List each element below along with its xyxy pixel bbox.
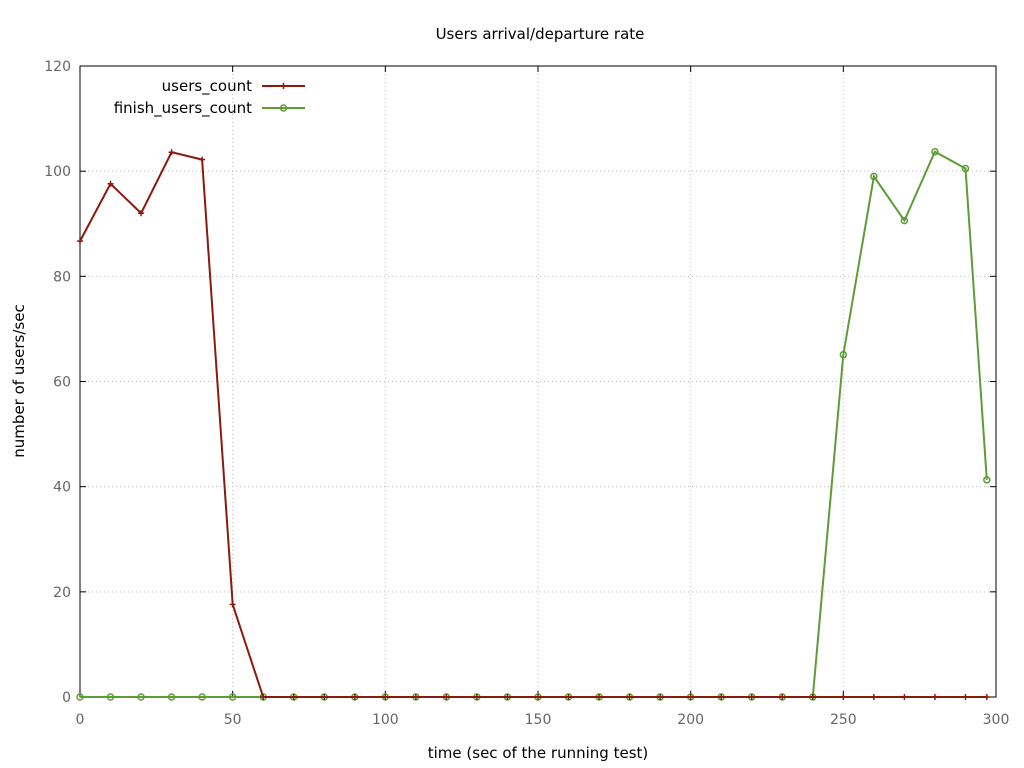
- legend: users_count finish_users_count: [114, 77, 305, 118]
- data-point: [76, 693, 84, 701]
- data-point: [138, 210, 145, 217]
- x-tick-label: 50: [224, 712, 242, 728]
- series-line: [80, 150, 988, 698]
- data-point: [900, 216, 909, 225]
- data-point: [228, 693, 237, 701]
- data-point: [168, 149, 175, 156]
- data-point: [198, 693, 206, 701]
- data-point: [77, 238, 83, 245]
- legend-marker: [279, 104, 288, 112]
- data-point: [565, 694, 572, 700]
- data-point: [106, 693, 115, 701]
- legend-label: users_count: [162, 77, 252, 96]
- data-point: [748, 694, 755, 700]
- series-layer: [76, 147, 991, 701]
- data-point: [626, 694, 633, 700]
- data-point: [657, 694, 664, 700]
- x-axis-title: time (sec of the running test): [428, 744, 649, 762]
- x-tick-label: 0: [76, 712, 85, 728]
- data-point: [687, 694, 694, 700]
- chart-title: Users arrival/departure rate: [436, 25, 645, 43]
- data-point: [983, 694, 990, 700]
- data-point: [596, 694, 603, 700]
- data-point: [321, 694, 328, 700]
- data-point: [901, 694, 908, 700]
- data-point: [779, 694, 786, 700]
- y-tick-label: 60: [53, 375, 71, 391]
- data-point: [137, 693, 145, 701]
- y-tick-label: 120: [44, 59, 71, 75]
- data-point: [961, 164, 970, 173]
- legend-label: finish_users_count: [114, 99, 252, 118]
- y-tick-label: 80: [53, 269, 71, 285]
- data-point: [931, 147, 939, 156]
- legend-entry: finish_users_count: [114, 99, 305, 118]
- x-tick-label: 300: [983, 712, 1010, 728]
- data-point: [809, 694, 816, 700]
- data-point: [840, 694, 847, 700]
- data-point: [412, 694, 419, 700]
- data-point: [351, 694, 358, 700]
- data-point: [229, 601, 236, 608]
- x-tick-label: 250: [830, 712, 857, 728]
- data-point: [870, 172, 878, 181]
- data-point: [983, 476, 991, 484]
- data-point: [443, 694, 450, 700]
- data-point: [473, 694, 480, 700]
- legend-marker: [280, 83, 287, 89]
- data-point: [839, 350, 848, 359]
- series-line: [79, 151, 987, 698]
- data-point: [962, 694, 969, 700]
- data-point: [931, 694, 938, 700]
- data-point: [199, 156, 206, 163]
- data-point: [718, 694, 725, 700]
- x-tick-label: 100: [372, 712, 399, 728]
- y-axis-title: number of users/sec: [10, 304, 28, 457]
- legend-entry: users_count: [162, 77, 305, 96]
- y-tick-label: 0: [62, 690, 71, 706]
- x-tick-label: 200: [677, 712, 704, 728]
- data-point: [290, 694, 297, 700]
- series-finish-users-count: [76, 147, 991, 701]
- data-point: [504, 694, 511, 700]
- axis-ticks: 0 20 40 60 80 100 120 0 50 100 150 200 250 300: [44, 59, 1009, 728]
- data-point: [167, 693, 176, 701]
- series-users-count: [77, 149, 990, 700]
- data-point: [382, 694, 389, 700]
- data-point: [870, 694, 877, 700]
- y-tick-label: 40: [53, 480, 71, 496]
- data-point: [260, 694, 267, 700]
- data-point: [107, 180, 114, 187]
- y-tick-label: 20: [53, 585, 71, 601]
- data-point: [535, 694, 541, 700]
- x-tick-label: 150: [525, 712, 552, 728]
- y-tick-label: 100: [44, 164, 71, 180]
